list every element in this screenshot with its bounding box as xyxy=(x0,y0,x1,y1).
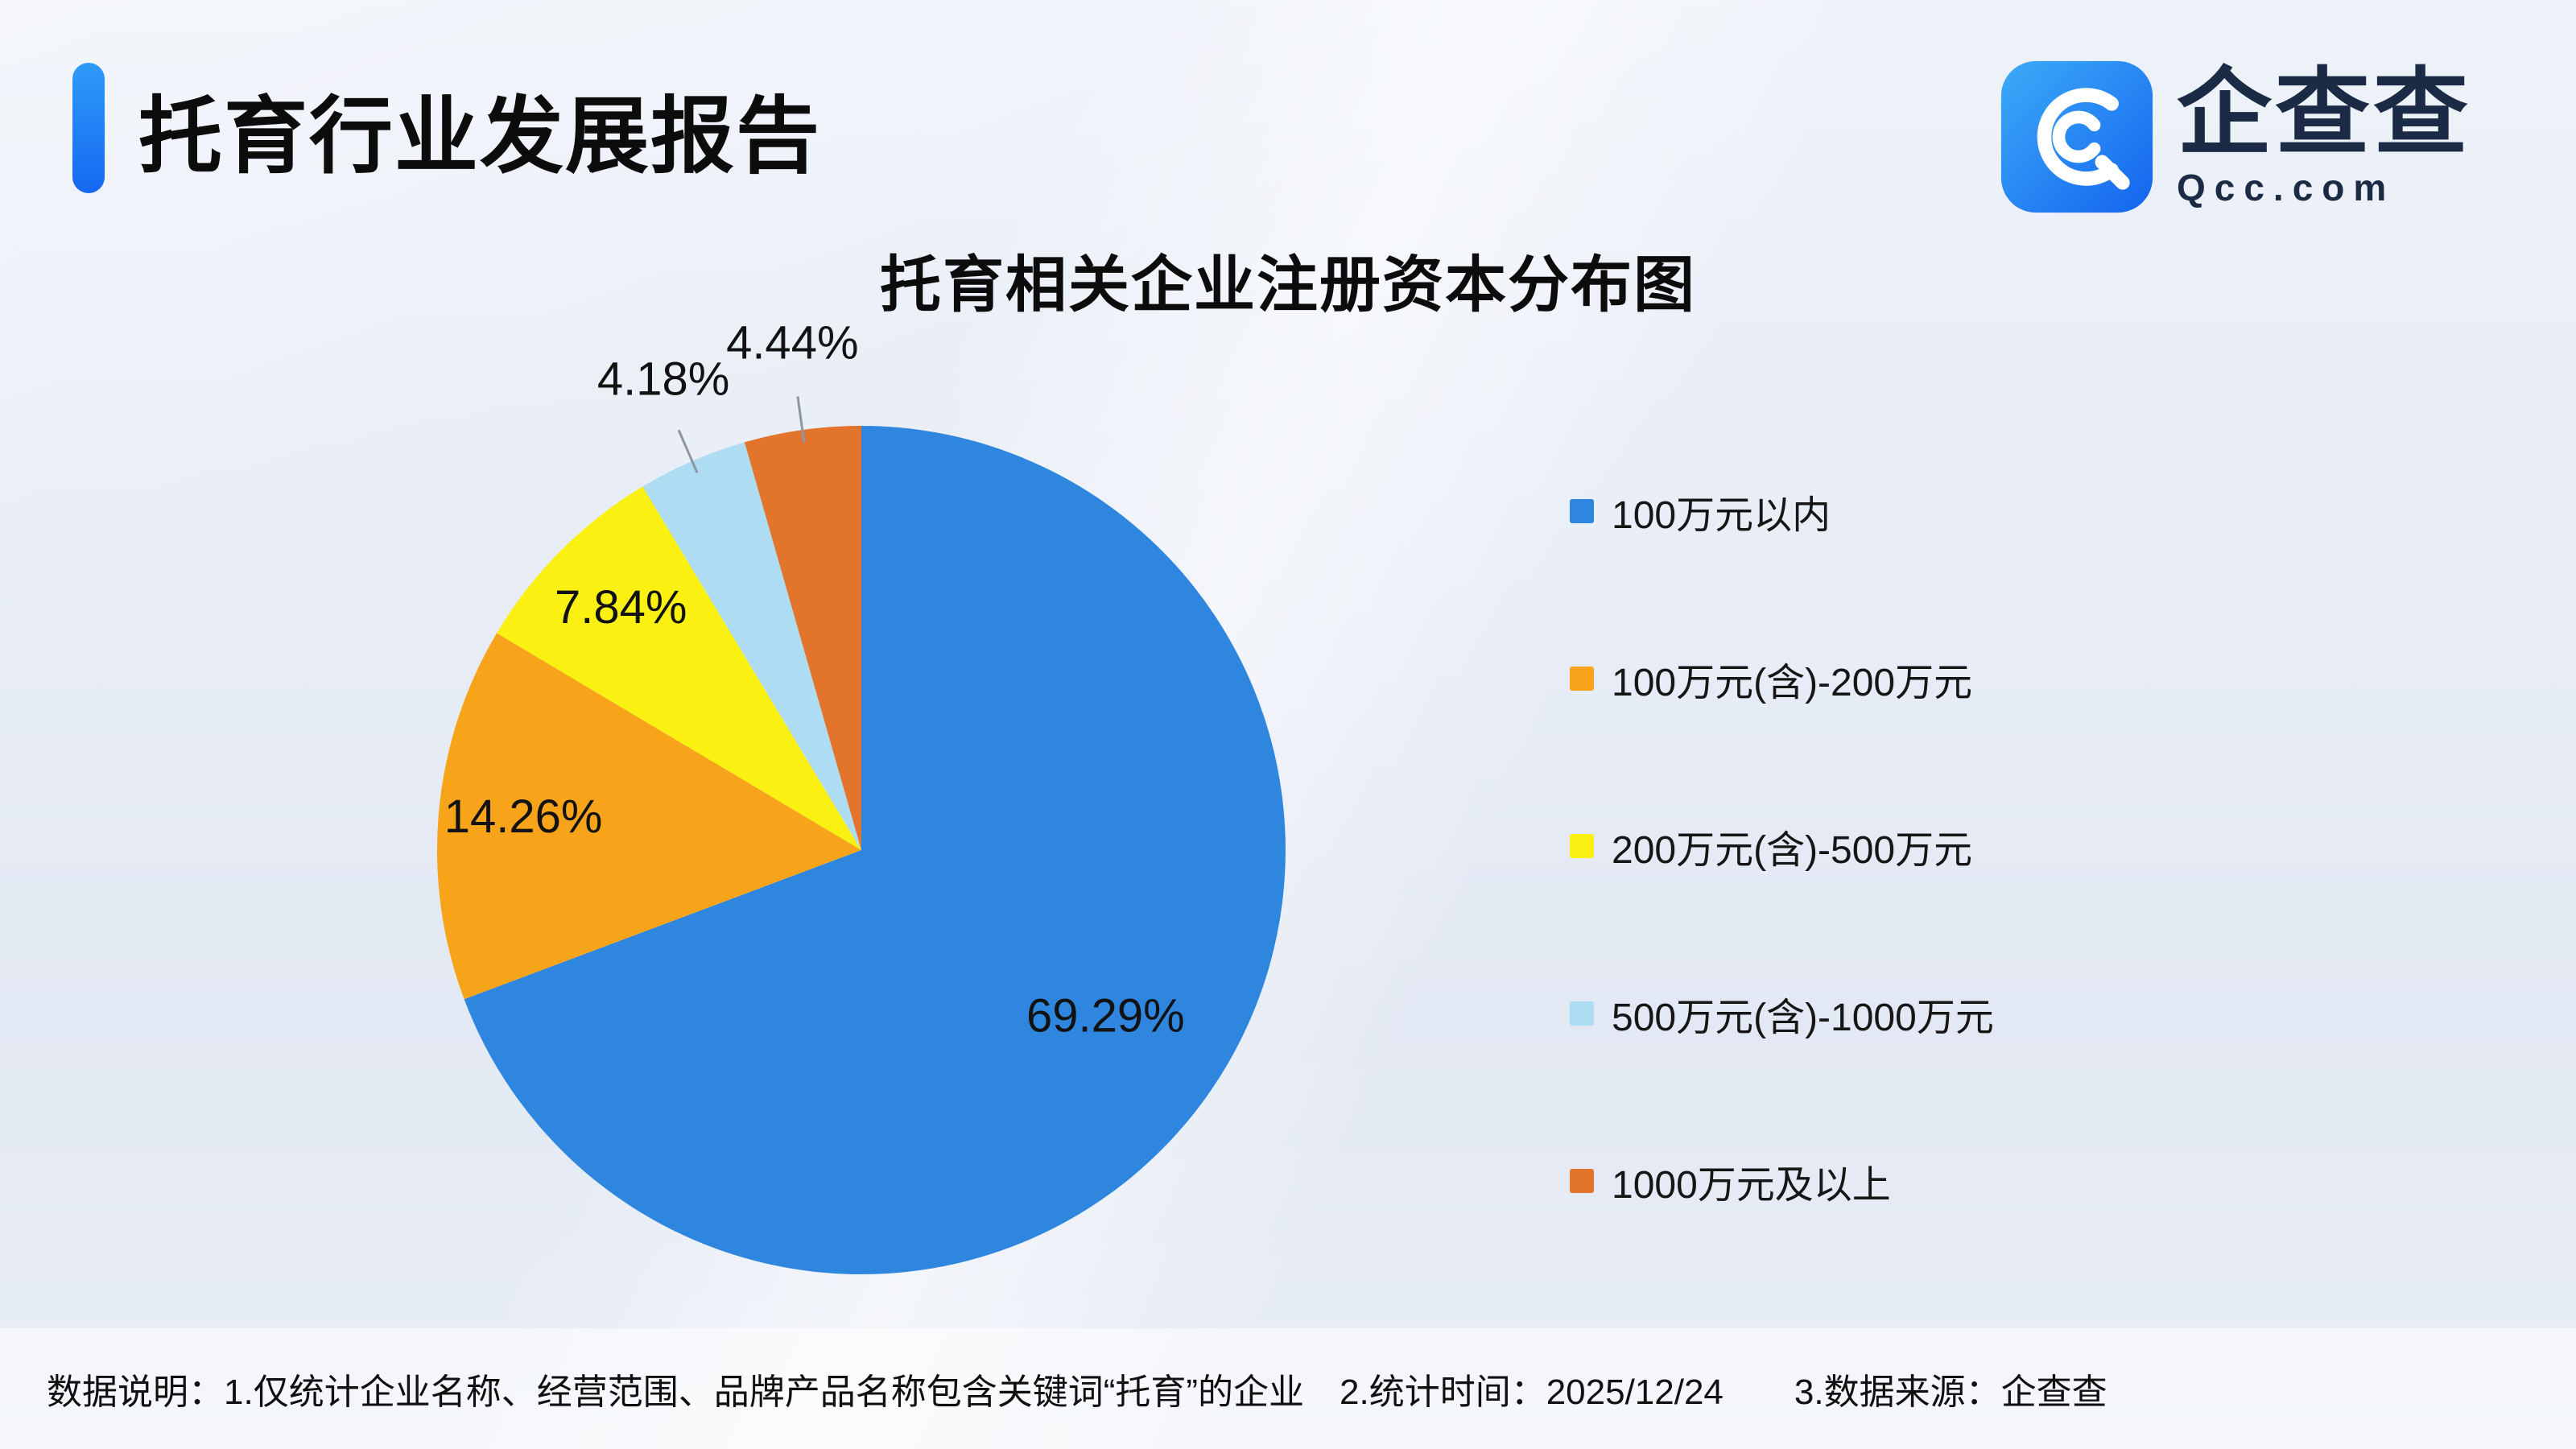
legend-item: 500万元(含)-1000万元 xyxy=(1570,985,1994,1042)
pie-slice-3 xyxy=(642,442,861,850)
pie-label-0: 69.29% xyxy=(1026,989,1185,1042)
header: 托育行业发展报告 xyxy=(72,63,821,193)
legend-swatch xyxy=(1570,1001,1594,1026)
pie-label-leader xyxy=(677,429,699,473)
pie-chart: 69.29% 14.26% 7.84% 4.18%4.44% xyxy=(436,316,1286,1274)
pie-slice-0 xyxy=(464,426,1286,1274)
legend-label: 200万元(含)-500万元 xyxy=(1612,829,1973,872)
pie-label-3: 4.18% xyxy=(597,353,729,406)
legend-swatch xyxy=(1570,499,1594,523)
legend-item: 1000万元及以上 xyxy=(1570,1153,1994,1209)
qcc-logo: 企查查 Qcc.com xyxy=(1998,58,2471,216)
title-accent-bar xyxy=(72,63,105,193)
chart-title: 托育相关企业注册资本分布图 xyxy=(880,251,1696,320)
legend-label: 1000万元及以上 xyxy=(1612,1164,1891,1207)
pie-slice-2 xyxy=(497,486,861,850)
qcc-logo-icon xyxy=(2000,60,2153,213)
pie-label-2: 7.84% xyxy=(555,581,687,634)
qcc-logo-name: 企查查 xyxy=(2176,60,2471,167)
legend-label: 100万元(含)-200万元 xyxy=(1612,662,1973,704)
qcc-logo-text: 企查查 Qcc.com xyxy=(2177,64,2471,209)
footer-note: 数据说明：1.仅统计企业名称、经营范围、品牌产品名称包含关键词“托育”的企业 2… xyxy=(47,1373,2107,1412)
pie-label-1: 14.26% xyxy=(444,791,603,843)
legend-swatch xyxy=(1570,1169,1594,1193)
legend-swatch xyxy=(1570,834,1594,858)
footer: 数据说明：1.仅统计企业名称、经营范围、品牌产品名称包含关键词“托育”的企业 2… xyxy=(0,1328,2576,1449)
pie-label-leader xyxy=(796,396,806,444)
legend: 100万元以内 100万元(含)-200万元 200万元(含)-500万元 500万元… xyxy=(1570,483,1994,1209)
pie-slice-4 xyxy=(744,426,861,850)
qcc-logo-domain: Qcc.com xyxy=(2176,166,2396,208)
legend-item: 100万元以内 xyxy=(1570,483,1994,539)
legend-swatch xyxy=(1570,667,1594,691)
pie-slice-1 xyxy=(436,633,861,1000)
legend-item: 100万元(含)-200万元 xyxy=(1570,650,1994,707)
legend-item: 200万元(含)-500万元 xyxy=(1570,818,1994,874)
legend-label: 500万元(含)-1000万元 xyxy=(1612,997,1994,1039)
pie-label-4: 4.44% xyxy=(726,316,858,369)
legend-label: 100万元以内 xyxy=(1612,494,1831,537)
page-title: 托育行业发展报告 xyxy=(138,89,822,184)
